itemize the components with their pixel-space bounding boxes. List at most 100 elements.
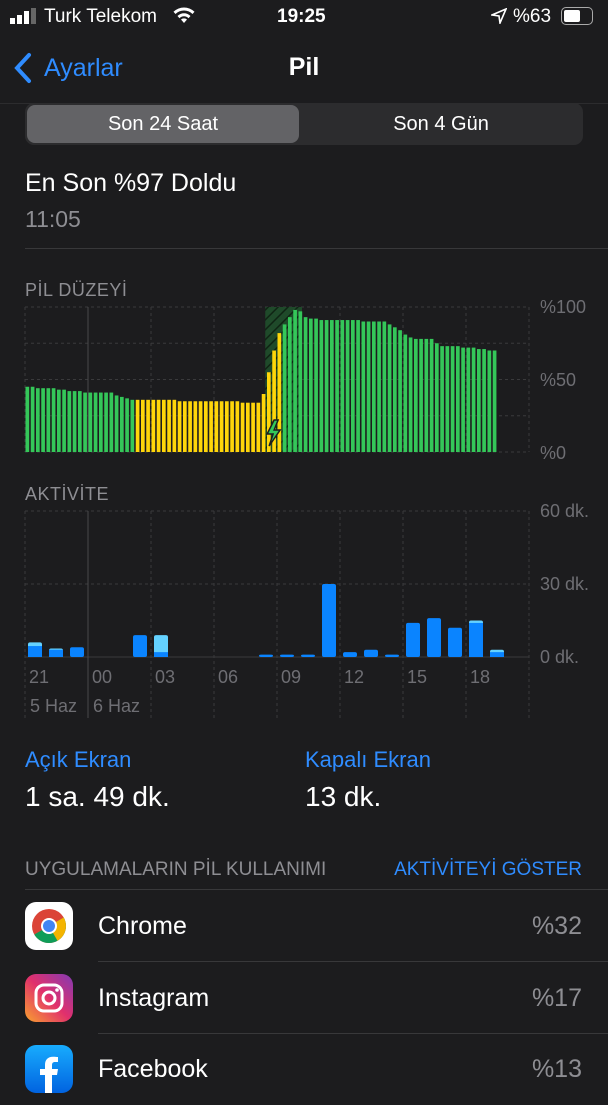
clock: 19:25 (277, 6, 326, 27)
divider (98, 961, 608, 962)
battery-bar (62, 389, 66, 452)
activity-bar-screen-on (259, 654, 273, 657)
battery-bar (461, 347, 465, 452)
activity-xtick: 18 (470, 667, 491, 687)
activity-bar-screen-on (70, 647, 84, 657)
battery-bar (440, 346, 444, 452)
chrome-icon (25, 902, 73, 950)
battery-bar (104, 392, 108, 452)
app-row-instagram[interactable]: Instagram %17 (0, 962, 608, 1034)
activity-ytick: 60 dk. (540, 501, 590, 521)
back-button[interactable]: Ayarlar (12, 52, 123, 84)
activity-bar-screen-off (154, 635, 168, 656)
battery-bar (251, 402, 255, 452)
battery-bar (471, 347, 476, 452)
battery-bar (46, 388, 51, 452)
carrier: Turk Telekom (44, 6, 157, 27)
activity-xtick: 12 (344, 667, 365, 687)
activity-label: AKTİVİTE (25, 484, 110, 504)
battery-bar (135, 399, 140, 452)
battery-bar (272, 350, 276, 452)
battery-bar (235, 401, 240, 452)
battery-bar (356, 320, 360, 452)
battery-bar (114, 395, 119, 452)
battery-bar (93, 392, 98, 452)
back-label: Ayarlar (44, 53, 123, 82)
activity-bar-screen-on (343, 652, 357, 657)
battery-bar (282, 324, 287, 452)
location-icon (491, 8, 507, 24)
battery-bar (183, 401, 187, 452)
app-row-facebook[interactable]: Facebook %13 (0, 1033, 608, 1105)
app-name: Instagram (98, 984, 210, 1012)
battery-bar (382, 321, 387, 452)
battery-bar (240, 402, 245, 452)
screen-off-value: 13 dk. (305, 781, 382, 812)
activity-bar-screen-on (448, 627, 462, 657)
activity-bar-screen-on (301, 654, 315, 657)
divider (98, 1033, 608, 1034)
app-name: Chrome (98, 912, 187, 940)
battery-bar (225, 401, 229, 452)
activity-xtick: 15 (407, 667, 428, 687)
screen-on-value: 1 sa. 49 dk. (25, 781, 170, 812)
battery-bar (120, 396, 124, 452)
battery-bar (466, 347, 471, 452)
battery-bar (41, 388, 45, 452)
page-title: Pil (288, 53, 320, 81)
battery-ytick: %50 (540, 370, 577, 390)
battery-bar (351, 320, 355, 452)
battery-bar (324, 320, 329, 452)
signal-icon (10, 8, 36, 24)
facebook-icon (25, 1045, 73, 1093)
activity-ytick: 30 dk. (540, 574, 590, 594)
screen-off-label: Kapalı Ekran (305, 747, 431, 772)
activity-bar-screen-on (49, 649, 63, 657)
screen-on-label: Açık Ekran (25, 747, 132, 772)
activity-bar-screen-on (385, 654, 399, 657)
battery-percent: %63 (513, 6, 552, 27)
app-row-chrome[interactable]: Chrome %32 (0, 890, 608, 962)
battery-bar (345, 320, 350, 452)
battery-bar (482, 349, 486, 452)
battery-bar (57, 389, 61, 452)
battery-bar (319, 320, 324, 452)
status-bar: Turk Telekom 19:25 %63 (0, 0, 608, 34)
battery-bar (387, 324, 392, 452)
activity-xtick: 06 (218, 667, 239, 687)
activity-bar-screen-on (406, 622, 420, 657)
battery-bar (477, 349, 481, 452)
battery-bar (167, 399, 171, 452)
battery-bar (214, 401, 219, 452)
battery-bar (78, 391, 82, 452)
battery-bar (246, 402, 250, 452)
battery-bar (67, 391, 72, 452)
battery-bar (177, 401, 182, 452)
battery-bar (261, 394, 266, 452)
activity-bar-screen-on (490, 652, 504, 657)
charging-bolt-icon (265, 419, 282, 447)
battery-bar (330, 320, 334, 452)
battery-bar (36, 388, 40, 452)
battery-bar (492, 350, 497, 452)
battery-bar (198, 401, 203, 452)
battery-bar (393, 327, 397, 452)
battery-bar (309, 318, 313, 452)
battery-bar (414, 338, 418, 452)
battery-level-chart (24, 306, 530, 453)
app-percent: %13 (531, 1055, 582, 1083)
battery-bar (151, 399, 156, 452)
battery-bar (99, 392, 103, 452)
activity-chart (24, 510, 530, 718)
battery-bar (403, 334, 408, 452)
activity-bar-screen-on (28, 646, 42, 657)
battery-bar (188, 401, 192, 452)
battery-bar (125, 398, 129, 452)
battery-bar (130, 399, 135, 452)
tab-last-4-days[interactable]: Son 4 Gün (393, 112, 489, 135)
battery-bar (256, 402, 261, 452)
battery-icon (561, 7, 593, 25)
tab-last-24-hours[interactable]: Son 24 Saat (27, 105, 299, 143)
activity-bar-screen-on (322, 584, 336, 657)
show-activity-button[interactable]: AKTİVİTEYİ GÖSTER (394, 859, 582, 880)
